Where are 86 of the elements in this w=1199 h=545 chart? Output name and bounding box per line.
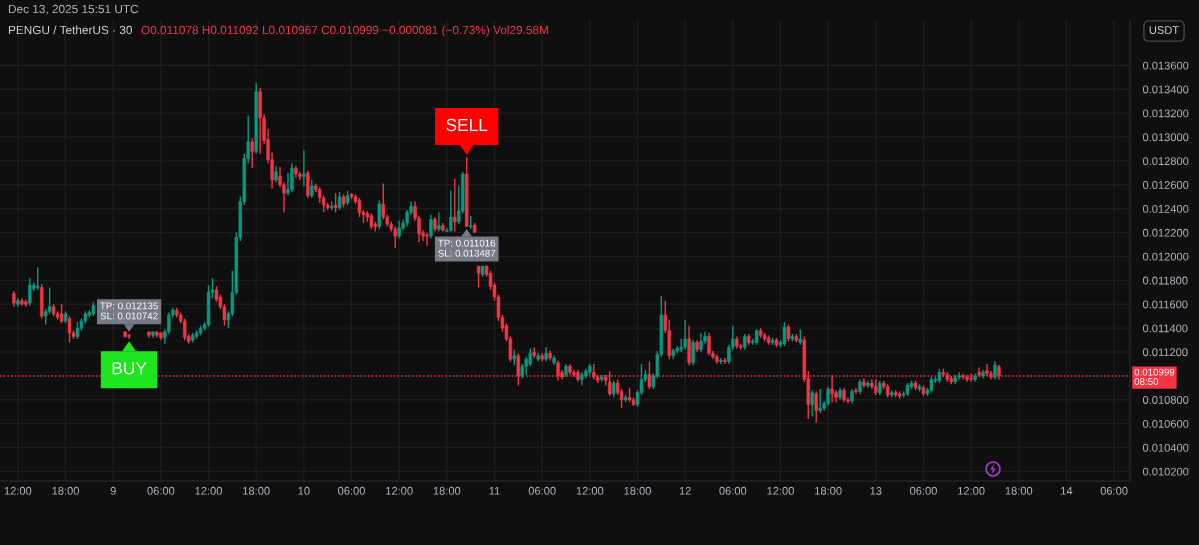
x-tick-label: 11 bbox=[489, 486, 500, 495]
candlestick bbox=[687, 325, 691, 366]
candlestick bbox=[977, 366, 981, 378]
annotation: BUY bbox=[112, 362, 147, 375]
y-tick-label: 0.010600 bbox=[1142, 419, 1189, 428]
candlestick bbox=[250, 137, 254, 169]
candlestick bbox=[36, 266, 40, 291]
candlestick bbox=[429, 213, 433, 240]
candlestick bbox=[810, 389, 814, 418]
candlestick bbox=[449, 190, 453, 233]
candlestick bbox=[647, 360, 652, 390]
x-tick-label: 12:00 bbox=[4, 486, 32, 495]
x-tick-label: 18:00 bbox=[433, 486, 461, 495]
candlestick bbox=[393, 225, 397, 249]
chart-title: PENGU / TetherUS · 30 bbox=[8, 25, 132, 35]
y-tick-label: 0.011200 bbox=[1142, 348, 1188, 357]
annotation: SELL bbox=[446, 118, 488, 132]
x-tick-label: 12:00 bbox=[958, 486, 985, 495]
x-tick-label: 12 bbox=[679, 486, 691, 495]
x-tick-label: 18:00 bbox=[815, 486, 842, 495]
annotation: TP: 0.011016 SL: 0.013487 bbox=[438, 239, 496, 257]
candlestick bbox=[302, 149, 306, 187]
y-tick-label: 0.010800 bbox=[1142, 396, 1189, 404]
ref-line-label: 0.010999 08:50 bbox=[1134, 368, 1175, 385]
candlestick bbox=[826, 385, 830, 407]
y-tick-label: 0.013600 bbox=[1142, 61, 1189, 70]
x-tick-label: 18:00 bbox=[52, 486, 80, 495]
candlestick bbox=[59, 303, 64, 325]
candlestick bbox=[556, 359, 560, 382]
y-tick-label: 0.012200 bbox=[1142, 228, 1189, 237]
y-tick-label: 0.011800 bbox=[1142, 276, 1188, 285]
y-tick-label: 0.010400 bbox=[1142, 443, 1189, 452]
y-tick-label: 0.012400 bbox=[1142, 204, 1189, 213]
y-tick-label: 0.013200 bbox=[1142, 109, 1189, 118]
x-tick-label: 12:00 bbox=[386, 486, 413, 495]
x-tick-label: 06:00 bbox=[528, 486, 556, 495]
candlestick bbox=[28, 277, 32, 307]
candlestick bbox=[707, 332, 711, 357]
y-tick-label: 0.012800 bbox=[1142, 157, 1189, 166]
candlestick bbox=[377, 199, 382, 230]
candlestick bbox=[683, 319, 687, 351]
y-tick-label: 0.013000 bbox=[1142, 133, 1189, 142]
x-tick-label: 06:00 bbox=[1100, 486, 1128, 495]
candlestick bbox=[854, 387, 858, 395]
y-tick-label: 0.011600 bbox=[1142, 300, 1188, 309]
x-tick-label: 14 bbox=[1061, 486, 1073, 495]
x-tick-label: 12:00 bbox=[195, 486, 222, 495]
y-tick-label: 0.010200 bbox=[1142, 467, 1189, 476]
candlestick bbox=[723, 357, 727, 365]
y-tick-label: 0.011400 bbox=[1142, 324, 1188, 333]
x-tick-label: 06:00 bbox=[719, 486, 747, 495]
candlestick bbox=[425, 231, 429, 247]
candlestick bbox=[699, 332, 703, 353]
x-tick-label: 06:00 bbox=[147, 486, 175, 495]
candlestick bbox=[290, 162, 294, 193]
annotation: TP: 0.012135 SL: 0.010742 bbox=[100, 302, 158, 320]
x-tick-label: 18:00 bbox=[243, 486, 270, 495]
x-tick-label: 10 bbox=[298, 486, 310, 495]
y-tick-label: 0.012600 bbox=[1142, 181, 1189, 189]
x-tick-label: 06:00 bbox=[910, 486, 937, 495]
y-tick-label: 0.013400 bbox=[1142, 85, 1189, 94]
candlestick bbox=[476, 265, 481, 289]
candlestick bbox=[437, 211, 441, 233]
x-tick-label: 12:00 bbox=[576, 486, 604, 495]
candlestick bbox=[453, 178, 457, 233]
y-axis-title: USDT bbox=[1149, 26, 1179, 34]
candlestick bbox=[182, 317, 187, 341]
x-tick-label: 18:00 bbox=[624, 486, 651, 495]
candlestick bbox=[719, 357, 723, 365]
candlestick bbox=[782, 321, 787, 347]
candlestick bbox=[47, 286, 52, 315]
candlestick bbox=[381, 182, 385, 221]
candlestick bbox=[691, 339, 695, 366]
chart-subtitle: O0.011078 H0.011092 L0.010967 C0.010999 −0.000081 (−0.73%) Vol29.58M bbox=[141, 25, 548, 37]
candlestick bbox=[306, 169, 310, 199]
candlestick bbox=[67, 315, 72, 344]
x-tick-label: 12:00 bbox=[767, 486, 794, 495]
candlestick bbox=[814, 390, 818, 424]
x-tick-label: 06:00 bbox=[338, 486, 365, 495]
x-tick-label: 13 bbox=[870, 486, 882, 495]
candlestick bbox=[333, 192, 338, 213]
candlestick bbox=[818, 388, 822, 414]
x-tick-label: 9 bbox=[110, 486, 116, 495]
text: Dec 13, 2025 15:51 UTC bbox=[8, 4, 139, 15]
y-tick-label: 0.012000 bbox=[1142, 252, 1189, 261]
x-tick-label: 18:00 bbox=[1005, 486, 1033, 495]
